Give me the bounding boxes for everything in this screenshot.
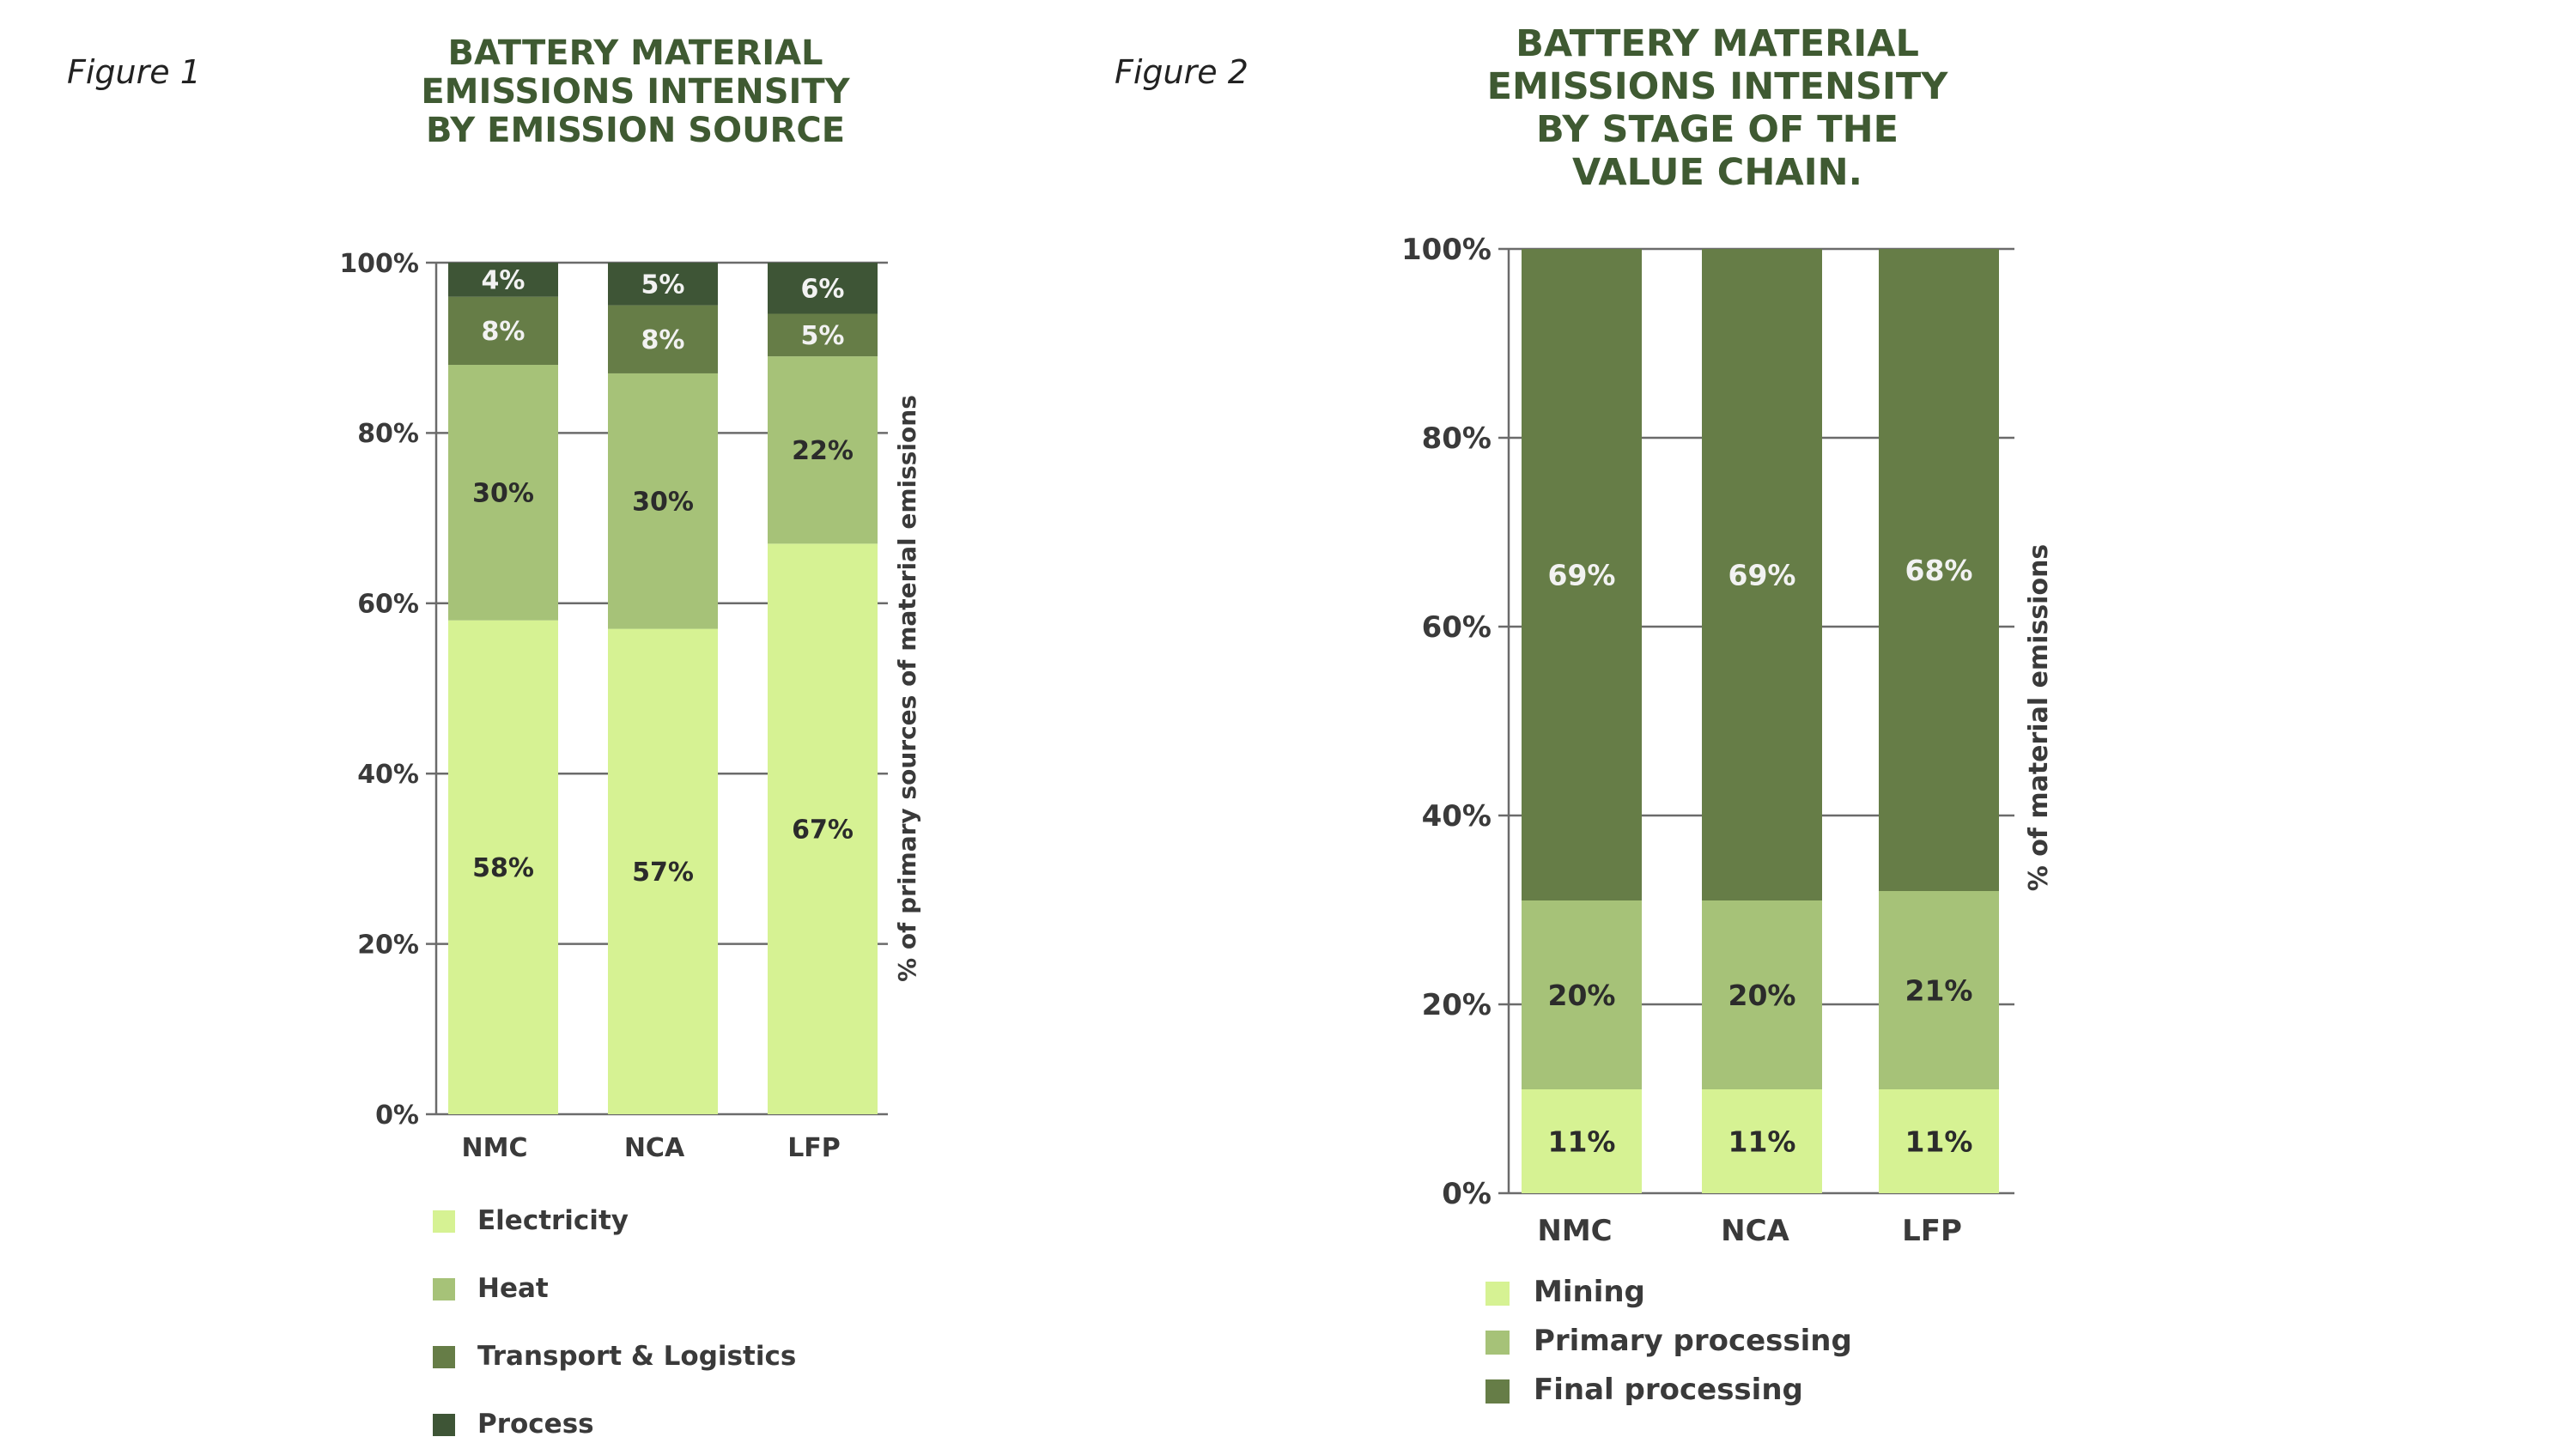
- figure-2-title: BATTERY MATERIAL EMISSIONS INTENSITY BY …: [1486, 22, 1948, 194]
- data-label: 30%: [632, 488, 694, 518]
- bar-electricity-lfp: [768, 543, 878, 1114]
- data-label: 58%: [472, 853, 534, 883]
- bar-transport-logistics-nca: [608, 305, 718, 373]
- bar-primary-processing-lfp: [1879, 891, 1999, 1089]
- figure-2-label: Figure 2: [1115, 53, 1249, 91]
- legend-swatch-primary-processing: [1485, 1331, 1510, 1355]
- y-tick-label: 60%: [357, 590, 419, 620]
- x-category-label: NMC: [462, 1133, 528, 1163]
- data-label: 11%: [1728, 1125, 1796, 1158]
- x-category-label: NCA: [624, 1133, 685, 1163]
- bar-primary-processing-nmc: [1522, 900, 1642, 1089]
- data-label: 20%: [1548, 979, 1616, 1012]
- legend-label-mining: Mining: [1534, 1275, 1645, 1309]
- data-label: 8%: [641, 325, 685, 355]
- y-tick-label: 100%: [339, 249, 419, 279]
- y-tick-label: 0%: [375, 1100, 419, 1131]
- bar-final-processing-lfp: [1879, 249, 1999, 891]
- y-tick-label: 60%: [1422, 610, 1492, 645]
- legend-swatch-final-processing: [1485, 1379, 1510, 1404]
- data-label: 69%: [1728, 558, 1796, 591]
- bar-mining-lfp: [1879, 1089, 1999, 1193]
- data-label: 69%: [1548, 558, 1616, 591]
- data-label: 11%: [1905, 1125, 1973, 1158]
- legend-label-transport-logistics: Transport & Logistics: [477, 1341, 797, 1372]
- y-axis-title: % of material emissions: [2024, 544, 2054, 892]
- y-tick-label: 80%: [1422, 421, 1492, 456]
- legend-swatch-transport-logistics: [433, 1346, 455, 1368]
- bar-heat-nmc: [448, 365, 558, 621]
- legend-swatch-electricity: [433, 1210, 455, 1233]
- bar-mining-nmc: [1522, 1089, 1642, 1193]
- legend-label-final-processing: Final processing: [1534, 1373, 1803, 1407]
- data-label: 57%: [632, 858, 694, 888]
- y-tick-label: 20%: [1422, 988, 1492, 1022]
- bar-primary-processing-nca: [1702, 900, 1822, 1089]
- y-axis-title: % of primary sources of material emissio…: [893, 395, 921, 982]
- legend-label-primary-processing: Primary processing: [1534, 1324, 1852, 1358]
- y-tick-label: 100%: [1401, 233, 1492, 267]
- data-label: 20%: [1728, 979, 1796, 1012]
- data-label: 22%: [792, 436, 854, 466]
- figure-1-title: BATTERY MATERIAL EMISSIONS INTENSITY BY …: [421, 33, 850, 150]
- legend-swatch-mining: [1485, 1282, 1510, 1306]
- data-label: 4%: [482, 266, 526, 296]
- bar-final-processing-nca: [1702, 249, 1822, 900]
- x-category-label: NMC: [1537, 1214, 1612, 1248]
- data-label: 11%: [1548, 1125, 1616, 1158]
- bar-electricity-nmc: [448, 620, 558, 1114]
- legend-swatch-heat: [433, 1278, 455, 1300]
- bar-heat-nca: [608, 373, 718, 629]
- bar-transport-logistics-lfp: [768, 313, 878, 357]
- bar-mining-nca: [1702, 1089, 1822, 1193]
- bar-electricity-nca: [608, 628, 718, 1114]
- bar-process-lfp: [768, 263, 878, 314]
- bar-heat-lfp: [768, 356, 878, 544]
- y-tick-label: 20%: [357, 930, 419, 960]
- data-label: 21%: [1905, 973, 1973, 1007]
- legend-label-heat: Heat: [477, 1273, 549, 1304]
- x-category-label: LFP: [1902, 1214, 1962, 1248]
- y-tick-label: 40%: [1422, 799, 1492, 834]
- data-label: 67%: [792, 815, 854, 845]
- data-label: 5%: [801, 321, 845, 351]
- x-category-label: LFP: [787, 1133, 841, 1163]
- data-label: 5%: [641, 270, 685, 300]
- y-tick-label: 80%: [357, 419, 419, 449]
- legend-label-process: Process: [477, 1409, 594, 1440]
- data-label: 30%: [472, 479, 534, 509]
- data-label: 8%: [482, 317, 526, 347]
- bar-process-nca: [608, 263, 718, 306]
- y-tick-label: 40%: [357, 760, 419, 790]
- y-tick-label: 0%: [1442, 1177, 1492, 1211]
- x-category-label: NCA: [1721, 1214, 1789, 1248]
- legend-swatch-process: [433, 1414, 455, 1436]
- bar-process-nmc: [448, 263, 558, 297]
- bar-transport-logistics-nmc: [448, 296, 558, 366]
- bar-final-processing-nmc: [1522, 249, 1642, 900]
- figure-1-label: Figure 1: [67, 53, 201, 91]
- data-label: 6%: [801, 275, 845, 305]
- legend-label-electricity: Electricity: [477, 1205, 629, 1236]
- data-label: 68%: [1905, 554, 1973, 587]
